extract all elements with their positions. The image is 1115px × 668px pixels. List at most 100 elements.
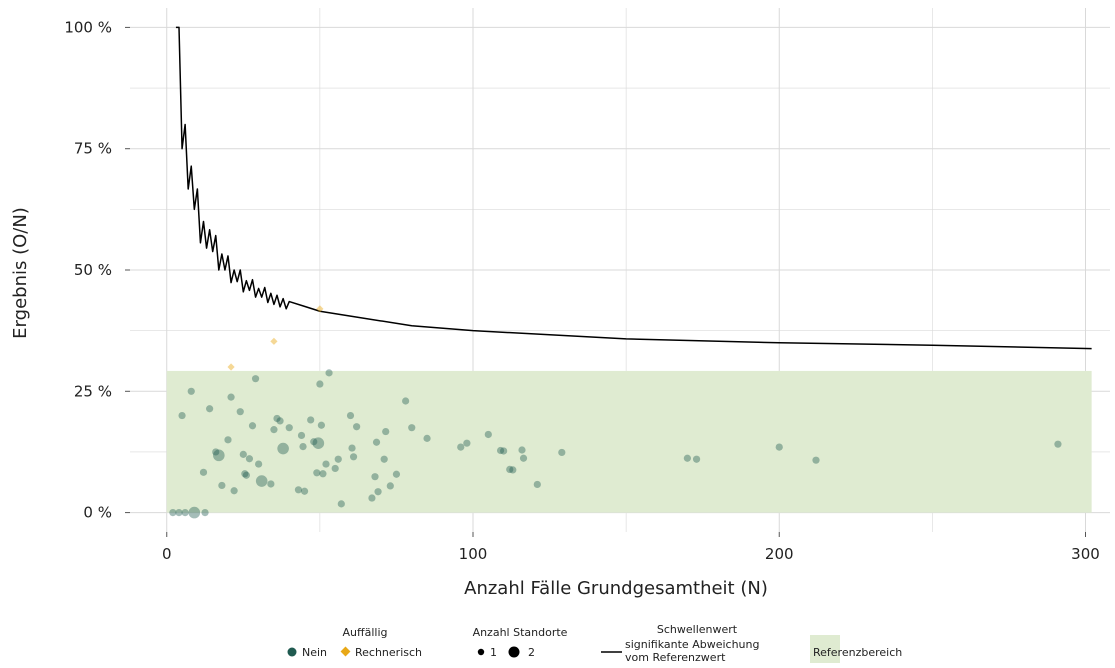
- data-point-nein: [408, 424, 416, 432]
- reference-range-area: [166, 370, 1092, 513]
- data-point-nein: [213, 449, 225, 462]
- data-point-nein: [255, 475, 268, 487]
- data-point-nein: [285, 424, 293, 432]
- data-point-nein: [239, 450, 247, 458]
- data-point-nein: [201, 508, 209, 517]
- y-axis-title: Ergebnis (O/N): [10, 207, 31, 339]
- data-point-nein: [169, 508, 177, 517]
- data-point-nein: [371, 473, 379, 481]
- data-point-nein: [331, 464, 339, 473]
- data-point-nein: [199, 468, 208, 476]
- data-point-nein: [372, 438, 381, 446]
- data-point-nein: [349, 453, 358, 461]
- data-point-nein: [248, 422, 257, 430]
- data-point-nein: [692, 455, 701, 463]
- data-point-nein: [300, 487, 309, 495]
- data-point-nein: [382, 427, 390, 436]
- data-point-nein: [518, 446, 526, 454]
- data-point-rechnerisch: [227, 363, 235, 371]
- data-point-nein: [380, 455, 388, 463]
- y-tick-label: 100 %: [64, 18, 112, 36]
- data-point-nein: [175, 508, 183, 517]
- legend-size-1-label: 1: [490, 646, 497, 659]
- data-point-nein: [310, 438, 318, 446]
- x-tick-label: 300: [1071, 545, 1100, 563]
- data-point-nein: [346, 411, 355, 420]
- data-point-nein: [181, 508, 189, 517]
- data-point-nein: [463, 439, 471, 447]
- data-point-nein: [224, 436, 232, 444]
- legend-auffaellig-title: Auffällig: [343, 626, 388, 639]
- legend: Auffällig Nein Rechnerisch Anzahl Stando…: [287, 623, 902, 664]
- data-point-nein: [533, 480, 541, 489]
- data-point-nein: [273, 414, 281, 423]
- data-point-nein: [558, 448, 566, 457]
- data-point-nein: [353, 423, 361, 431]
- data-point-nein: [484, 430, 492, 439]
- legend-schwellenwert-title: Schwellenwert: [657, 623, 738, 636]
- legend-size-1-marker: [477, 648, 485, 656]
- data-point-nein: [227, 393, 235, 401]
- data-point-nein: [316, 380, 324, 388]
- data-point-nein: [1054, 440, 1062, 448]
- data-point-nein: [509, 466, 517, 474]
- y-tick-label: 0 %: [83, 504, 112, 522]
- data-point-nein: [457, 443, 465, 451]
- legend-size-2-label: 2: [528, 646, 535, 659]
- legend-schwellenwert-label-2: vom Referenzwert: [625, 651, 726, 664]
- data-point-nein: [402, 397, 410, 405]
- data-point-nein: [236, 408, 244, 416]
- data-point-nein: [496, 446, 505, 455]
- data-point-nein: [267, 480, 275, 488]
- legend-nein-label: Nein: [302, 646, 327, 659]
- x-tick-label: 200: [765, 545, 794, 563]
- threshold-line: [175, 26, 1092, 350]
- data-point-nein: [206, 405, 214, 413]
- data-point-nein: [255, 460, 263, 468]
- data-point-nein: [245, 455, 254, 463]
- data-point-nein: [251, 375, 260, 383]
- data-point-nein: [188, 506, 201, 519]
- data-point-nein: [683, 454, 691, 462]
- data-point-nein: [368, 494, 376, 502]
- data-point-nein: [312, 437, 325, 450]
- axis-ticks: 0 100 200 300 0 % 25 % 50 % 75 % 100 %: [64, 18, 1099, 563]
- data-point-nein: [812, 456, 820, 464]
- x-tick-label: 0: [162, 545, 172, 563]
- legend-rechnerisch-marker: [340, 646, 351, 657]
- data-point-nein: [319, 470, 327, 478]
- data-point-nein: [374, 488, 382, 496]
- data-point-nein: [307, 416, 315, 424]
- legend-schwellenwert-label-1: signifikante Abweichung: [625, 638, 759, 651]
- data-point-nein: [212, 448, 220, 456]
- data-point-nein: [241, 470, 249, 478]
- data-point-nein: [187, 387, 195, 395]
- data-point-nein: [178, 411, 186, 420]
- y-tick-label: 75 %: [74, 140, 112, 158]
- data-point-nein: [230, 487, 238, 495]
- y-tick-label: 25 %: [74, 382, 112, 400]
- data-point-nein: [277, 442, 289, 455]
- data-point-nein: [775, 443, 783, 451]
- data-point-nein: [299, 443, 307, 451]
- data-point-nein: [334, 455, 342, 463]
- y-tick-label: 50 %: [74, 261, 112, 279]
- legend-rechnerisch-label: Rechnerisch: [355, 646, 422, 659]
- data-point-nein: [348, 444, 356, 452]
- data-point-nein: [386, 482, 394, 490]
- data-point-rechnerisch: [316, 305, 324, 313]
- data-point-nein: [506, 465, 514, 474]
- data-points: [169, 305, 1062, 519]
- threshold-line-group: [175, 26, 1092, 350]
- data-point-nein: [325, 369, 333, 377]
- legend-nein-marker: [287, 647, 297, 657]
- x-tick-label: 100: [459, 545, 488, 563]
- data-point-nein: [500, 447, 508, 455]
- data-point-nein: [519, 454, 528, 462]
- data-point-nein: [242, 471, 250, 479]
- data-point-nein: [322, 460, 330, 468]
- data-point-nein: [218, 481, 226, 490]
- legend-standorte-title: Anzahl Standorte: [473, 626, 568, 639]
- data-point-nein: [423, 434, 431, 442]
